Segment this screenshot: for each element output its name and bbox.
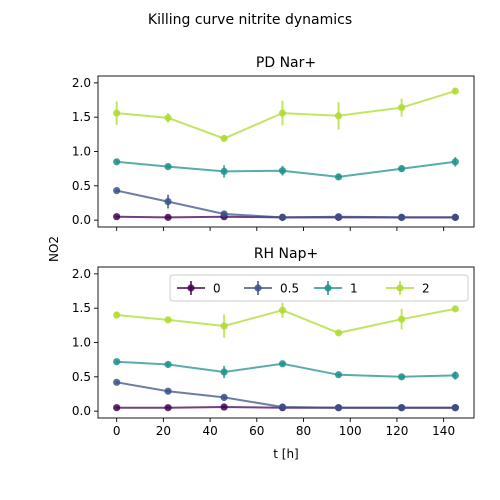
y-tick-label: 1.5 <box>72 110 91 124</box>
panel-1: PD Nar+ 0.0 0.5 1.0 1.5 2.0 <box>72 55 475 231</box>
legend-swatch-marker <box>396 284 404 292</box>
y-tick-label: 0.5 <box>72 370 91 384</box>
y-tick-label: 0.0 <box>72 404 91 418</box>
x-tick-label: 0 <box>113 424 121 438</box>
x-tick-label: 40 <box>202 424 217 438</box>
data-point <box>398 404 406 412</box>
data-point <box>278 403 287 411</box>
x-tick-label: 20 <box>156 424 171 438</box>
data-point <box>113 378 121 386</box>
data-point <box>113 404 121 412</box>
legend: 0 0.5 1 2 <box>169 274 469 302</box>
data-point <box>164 198 172 206</box>
legend-swatch-marker <box>187 284 195 292</box>
data-point <box>398 165 406 173</box>
data-point <box>164 387 172 395</box>
legend-entry-0-5: 0.5 <box>244 281 299 296</box>
series-1 <box>113 156 459 181</box>
panel-2: RH Nap+0.00.51.01.52.00 20 40 60 80 100 120 140… <box>72 246 475 438</box>
data-point <box>220 210 228 218</box>
data-point <box>220 368 228 376</box>
x-tick-label: 100 <box>339 424 362 438</box>
y-tick-label: 2.0 <box>72 267 91 281</box>
legend-label: 2 <box>422 282 430 296</box>
y-tick-label: 1.0 <box>72 145 91 159</box>
data-point <box>164 360 172 369</box>
series-2 <box>113 302 459 338</box>
series-0-5 <box>113 378 459 412</box>
data-point <box>220 403 228 411</box>
data-point <box>451 87 459 95</box>
x-tick-label: 120 <box>385 424 408 438</box>
data-point <box>398 315 406 323</box>
x-tick-label: 140 <box>432 424 455 438</box>
data-point <box>278 167 287 175</box>
data-point <box>398 373 406 381</box>
data-point <box>164 404 172 412</box>
data-point <box>334 371 343 379</box>
legend-label: 0 <box>213 282 221 296</box>
legend-entry-1: 1 <box>314 281 358 296</box>
data-point <box>398 103 406 112</box>
data-point <box>164 163 172 171</box>
figure-suptitle: Killing curve nitrite dynamics <box>148 12 352 28</box>
data-point <box>278 109 287 117</box>
data-point <box>451 158 459 166</box>
data-point <box>334 329 343 337</box>
data-point <box>278 360 287 368</box>
data-point <box>220 322 228 330</box>
data-point <box>113 158 121 166</box>
data-point <box>113 187 121 195</box>
data-point <box>278 306 287 314</box>
y-tick-label: 1.0 <box>72 336 91 350</box>
legend-swatch-marker <box>254 284 262 292</box>
data-point <box>451 213 459 221</box>
series-0-5 <box>113 187 459 221</box>
data-point <box>220 167 228 176</box>
data-point <box>334 404 343 412</box>
data-point <box>451 404 459 412</box>
y-tick-label: 2.0 <box>72 76 91 90</box>
data-point <box>113 311 121 319</box>
data-point <box>451 371 459 380</box>
series-1 <box>113 358 459 381</box>
data-point <box>164 114 172 122</box>
panel-title: PD Nar+ <box>256 55 316 71</box>
y-tick-label: 1.5 <box>72 301 91 315</box>
y-tick-label: 0.5 <box>72 179 91 193</box>
x-tick-label: 80 <box>296 424 311 438</box>
data-point <box>113 109 121 117</box>
data-point <box>334 173 343 181</box>
legend-entry-2: 2 <box>386 281 430 296</box>
data-point <box>220 393 228 402</box>
legend-label: 1 <box>350 282 358 296</box>
x-axis-label: t [h] <box>273 447 299 461</box>
legend-label: 0.5 <box>280 282 299 296</box>
x-tick-label: 60 <box>249 424 264 438</box>
y-axis-label: NO2 <box>47 236 61 262</box>
panel-title: RH Nap+ <box>254 246 318 262</box>
series-2 <box>113 87 459 143</box>
legend-entry-0: 0 <box>177 281 221 296</box>
data-point <box>164 213 172 221</box>
data-point <box>398 213 406 221</box>
data-point <box>451 305 459 313</box>
y-tick-label: 0.0 <box>72 213 91 227</box>
data-point <box>334 112 343 120</box>
data-point <box>113 358 121 366</box>
data-point <box>113 213 121 221</box>
data-point <box>334 213 343 221</box>
data-point <box>278 213 287 221</box>
data-point <box>164 316 172 324</box>
data-point <box>220 134 228 143</box>
legend-swatch-marker <box>324 284 332 292</box>
